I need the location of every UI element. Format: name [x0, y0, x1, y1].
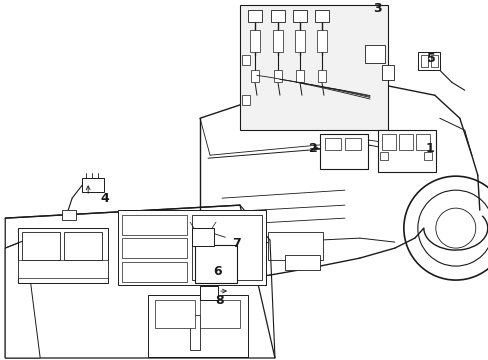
Polygon shape — [5, 240, 40, 358]
Bar — [319, 134, 367, 169]
Bar — [295, 70, 304, 82]
Bar — [398, 134, 412, 150]
Bar — [18, 228, 108, 283]
Text: 1: 1 — [425, 142, 433, 155]
Bar — [423, 152, 431, 160]
Bar — [240, 5, 387, 130]
Bar — [270, 10, 285, 22]
Bar — [200, 300, 240, 328]
Text: 2: 2 — [308, 142, 317, 155]
Bar — [122, 238, 187, 258]
Bar — [379, 152, 387, 160]
Text: 5: 5 — [427, 52, 435, 65]
Bar — [381, 134, 395, 150]
Bar — [155, 300, 195, 328]
Bar — [272, 30, 283, 52]
Bar — [292, 10, 306, 22]
Bar — [62, 210, 76, 220]
Bar — [247, 10, 262, 22]
Bar — [314, 10, 328, 22]
Bar — [64, 232, 102, 260]
Bar — [242, 55, 249, 65]
Bar — [118, 210, 265, 285]
Bar — [249, 30, 260, 52]
Bar — [22, 232, 60, 260]
Bar — [430, 55, 437, 67]
Bar — [417, 52, 439, 70]
Text: 6: 6 — [213, 265, 222, 278]
Bar — [190, 315, 200, 350]
Bar — [317, 70, 325, 82]
Bar — [420, 55, 427, 67]
Bar — [122, 215, 187, 235]
Polygon shape — [5, 205, 274, 358]
Bar — [242, 95, 249, 105]
Bar — [381, 65, 393, 80]
Text: 7: 7 — [231, 237, 240, 249]
Bar — [316, 30, 326, 52]
Bar — [200, 286, 218, 300]
Bar — [122, 262, 187, 282]
Bar — [82, 178, 104, 192]
Bar — [18, 260, 108, 278]
Bar — [192, 215, 262, 280]
Text: 8: 8 — [215, 293, 224, 307]
Bar — [148, 295, 247, 357]
Bar — [267, 232, 322, 260]
Bar — [377, 130, 435, 172]
Bar — [415, 134, 429, 150]
Bar — [324, 138, 340, 150]
Text: 3: 3 — [373, 2, 382, 15]
Bar — [250, 70, 259, 82]
Text: 4: 4 — [101, 192, 109, 204]
Bar — [294, 30, 305, 52]
Bar — [364, 45, 384, 63]
Bar — [285, 255, 319, 270]
Bar — [192, 228, 214, 246]
Bar — [273, 70, 282, 82]
Bar — [344, 138, 360, 150]
Bar — [195, 245, 237, 283]
